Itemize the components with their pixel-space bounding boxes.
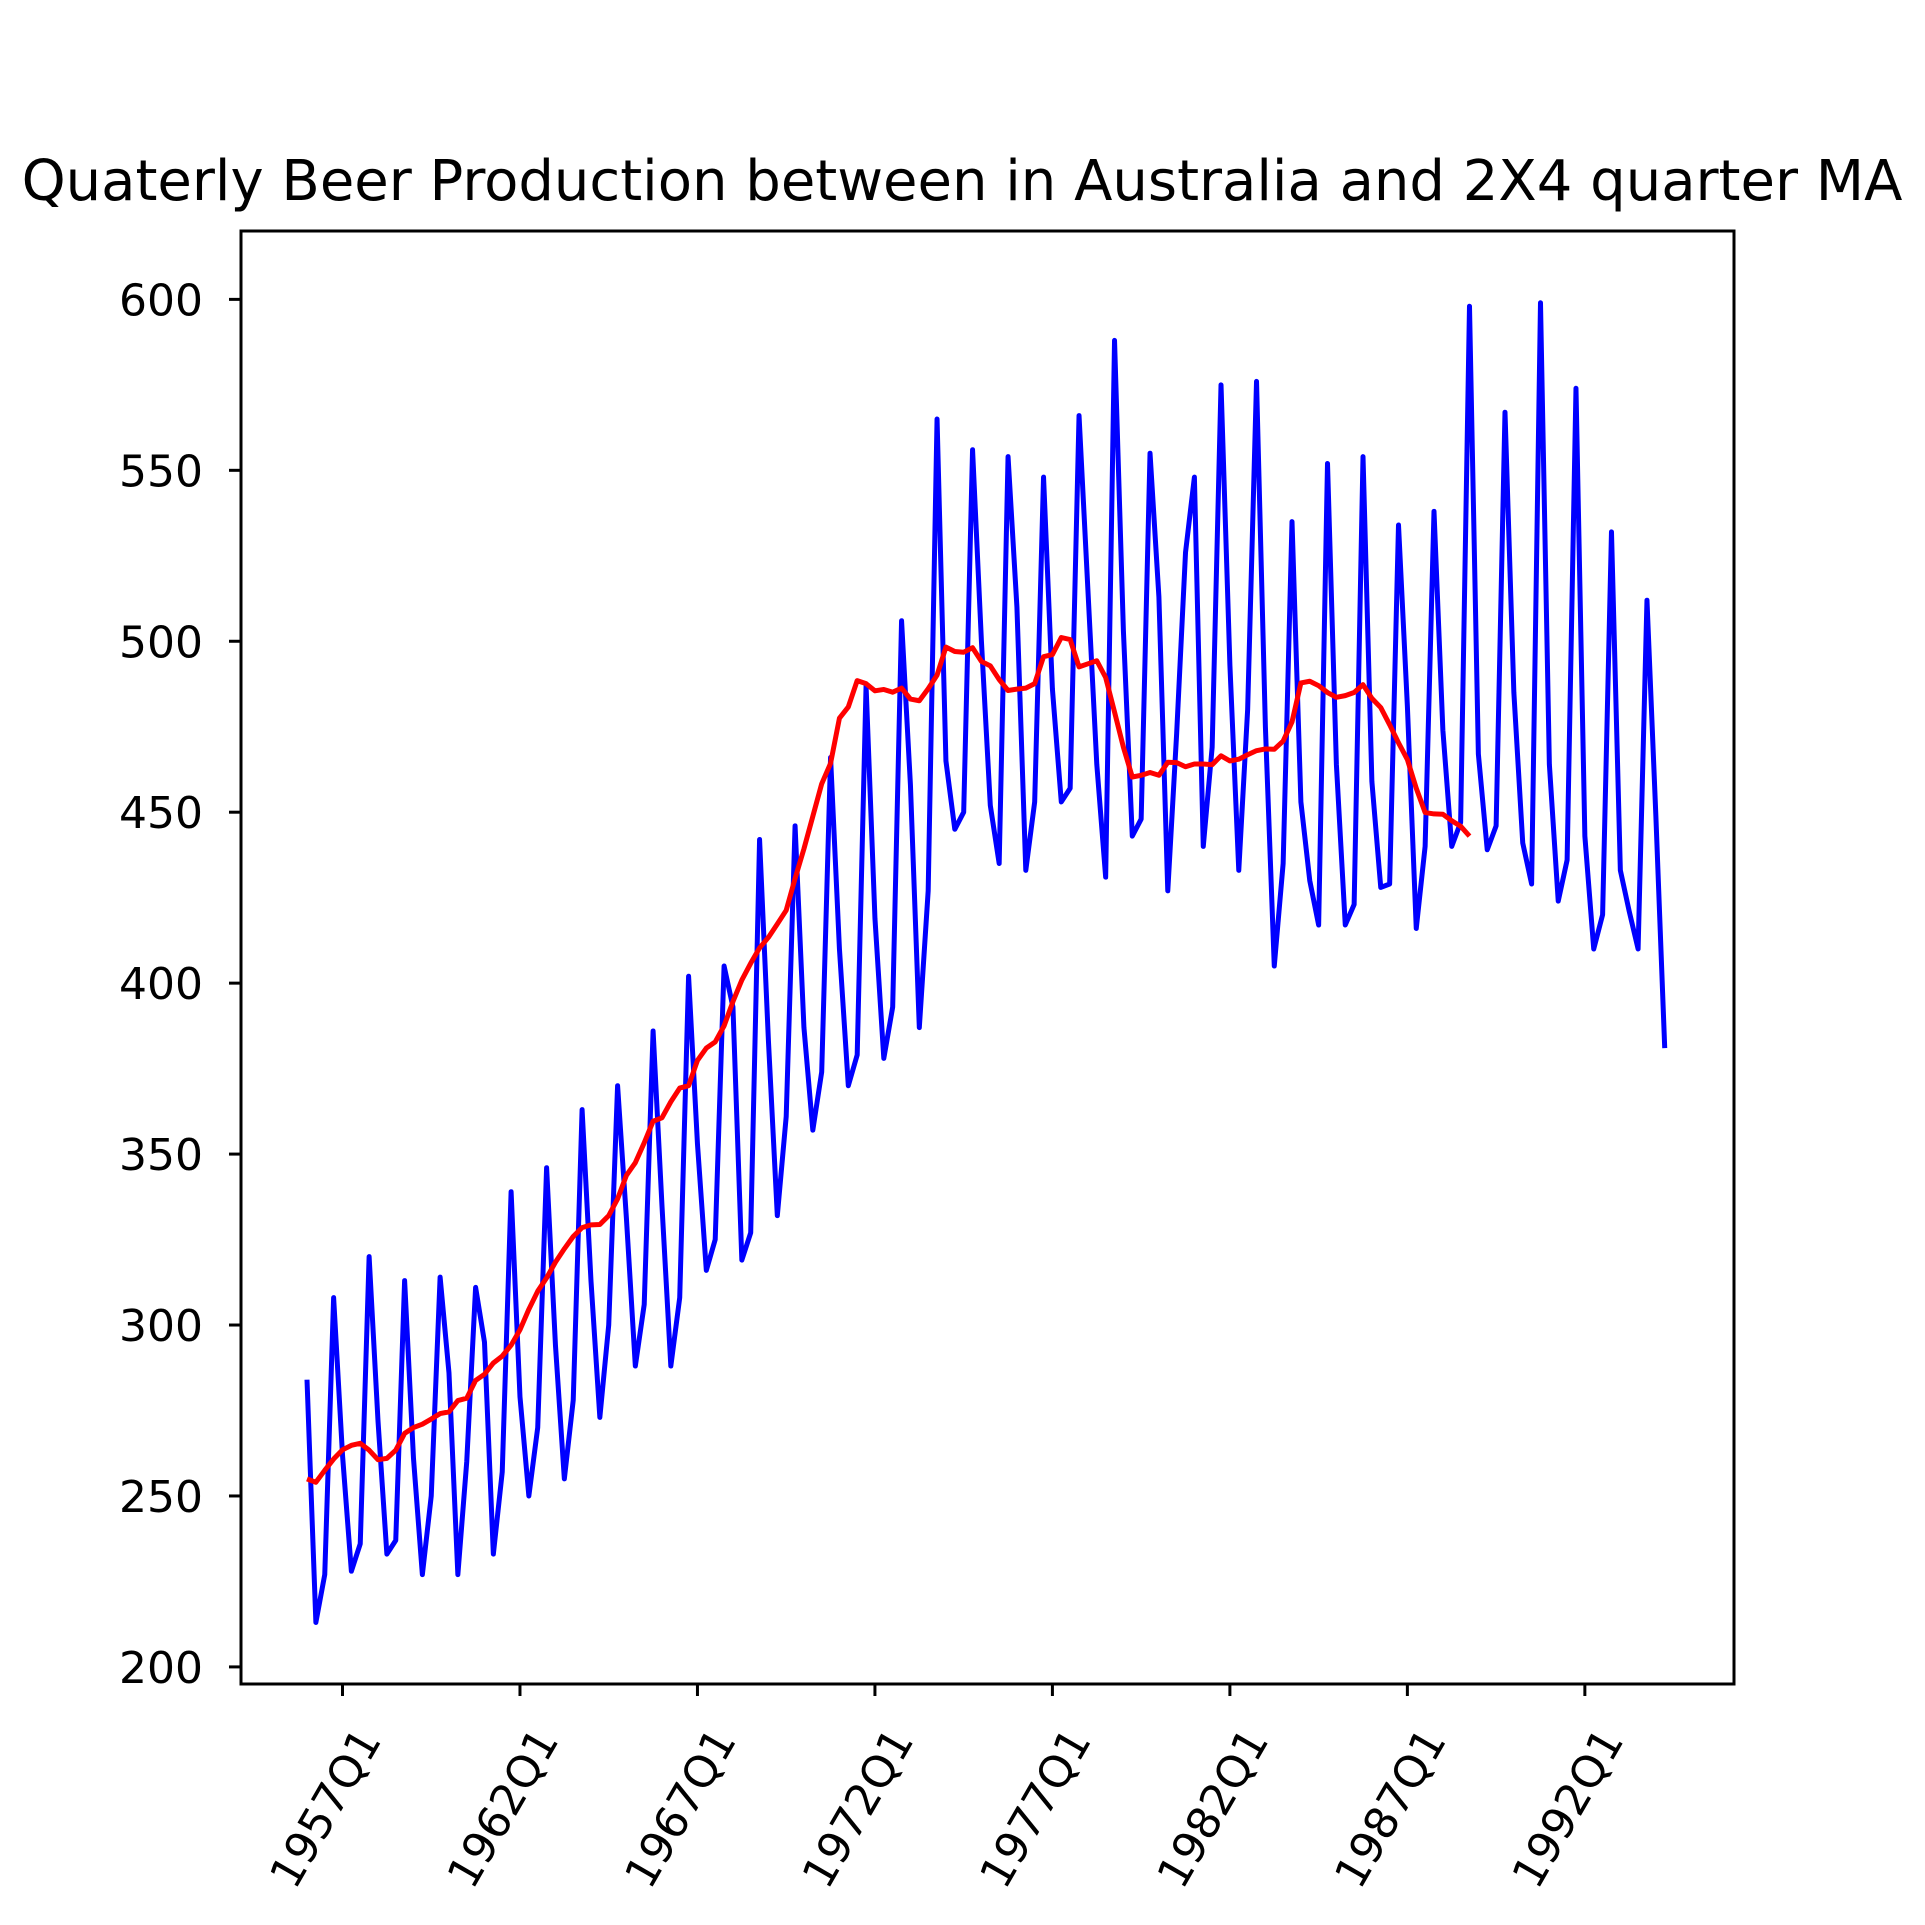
y-tick-label: 250 (119, 1472, 203, 1523)
y-tick-label: 450 (119, 788, 203, 839)
x-tick-label: 1957Q1 (260, 1720, 391, 1897)
y-tick-label: 500 (119, 617, 203, 668)
x-tick-label: 1977Q1 (970, 1720, 1101, 1897)
x-tick-label: 1962Q1 (438, 1720, 569, 1897)
x-tick-label: 1987Q1 (1325, 1720, 1456, 1897)
x-tick-label: 1967Q1 (615, 1720, 746, 1897)
y-tick-label: 400 (119, 959, 203, 1010)
y-tick-label: 600 (119, 275, 203, 326)
x-tick-label: 1982Q1 (1148, 1720, 1279, 1897)
axes-frame (239, 229, 1736, 1686)
y-tick-label: 350 (119, 1130, 203, 1181)
series-line-1 (304, 300, 1668, 1625)
x-tick-label: 1972Q1 (793, 1720, 924, 1897)
x-axis: 1957Q1 1962Q1 1967Q1 1972Q1 1977Q1 1982Q1 1987… (260, 1684, 1634, 1897)
series-line-2 (306, 635, 1472, 1485)
series-layer (304, 300, 1668, 1625)
chart-title: Quaterly Beer Production between in Aust… (22, 149, 1903, 214)
y-axis: 200 250 300 350 400 450 500 550 600 (119, 275, 241, 1694)
y-tick-label: 550 (119, 446, 203, 497)
y-tick-label: 200 (119, 1643, 203, 1694)
plot-area (239, 229, 1736, 1686)
y-tick-label: 300 (119, 1301, 203, 1352)
x-tick-label: 1992Q1 (1503, 1720, 1634, 1897)
